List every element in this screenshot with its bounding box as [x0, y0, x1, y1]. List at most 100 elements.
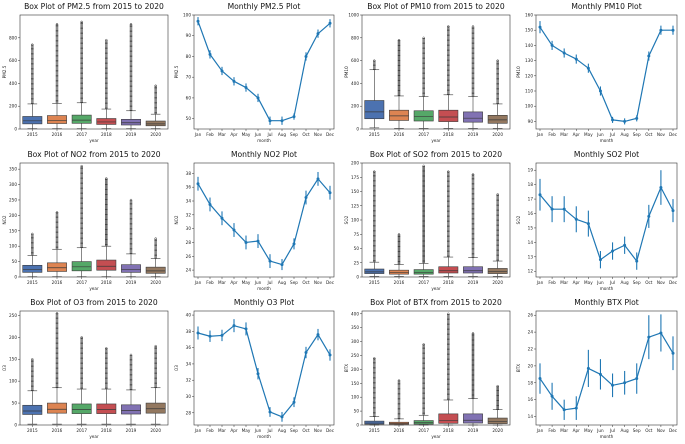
y-axis-label: PM2.5: [174, 65, 179, 78]
data-point-Feb: [550, 43, 554, 47]
y-tick-label: 150: [9, 228, 17, 233]
x-tick-label: Jul: [266, 280, 272, 285]
y-axis-label: SO2: [516, 215, 521, 224]
y-tick-label: 1000: [348, 13, 359, 18]
y-tick-label: 28: [186, 410, 192, 415]
x-tick-label: 2015: [27, 132, 38, 137]
x-tick-label: May: [242, 428, 251, 433]
x-tick-label: Dec: [326, 428, 335, 433]
data-point-Jun: [598, 372, 602, 376]
y-tick-label: 150: [525, 28, 533, 33]
y-tick-label: 200: [9, 213, 17, 218]
x-tick-label: 2018: [101, 280, 112, 285]
x-tick-label: 2018: [443, 428, 454, 433]
x-tick-label: May: [242, 132, 251, 137]
x-tick-label: Jun: [254, 132, 262, 137]
x-tick-label: 2017: [418, 280, 429, 285]
x-tick-label: 2015: [369, 428, 380, 433]
box-2019: [121, 404, 141, 415]
y-axis-label: SO2: [344, 215, 349, 224]
y-tick-label: 100: [9, 379, 17, 384]
x-tick-label: Jun: [254, 428, 262, 433]
data-point-Jan: [196, 19, 200, 23]
y-tick-label: 90: [528, 119, 534, 124]
data-point-Apr: [574, 57, 578, 61]
outlier-max: [80, 20, 83, 23]
data-point-May: [586, 222, 590, 226]
outlier-max: [471, 332, 475, 335]
box-2020: [145, 120, 166, 127]
plot-frame: [535, 162, 678, 278]
series-line: [539, 186, 674, 262]
x-tick-label: Apr: [573, 428, 581, 433]
box-2015: [22, 264, 43, 273]
y-tick-label: 160: [525, 13, 533, 18]
box-2019: [121, 264, 141, 273]
y-tick-label: 200: [351, 161, 359, 166]
data-point-Jun: [598, 89, 602, 93]
data-point-Oct: [304, 196, 308, 200]
box-2019: [463, 111, 483, 123]
series-line: [197, 21, 331, 122]
x-tick-label: 2020: [150, 428, 161, 433]
x-tick-label: Apr: [573, 280, 581, 285]
x-tick-label: Jan: [194, 428, 202, 433]
series-line: [197, 178, 331, 266]
y-tick-label: 50: [186, 116, 192, 121]
x-tick-label: 2017: [76, 132, 87, 137]
x-tick-label: Aug: [621, 132, 630, 137]
no2-monthly-plot: Monthly NO2 Plot 24 26 28 30 32 34 36 38 Jan Feb Ma…: [174, 150, 335, 291]
box-2015: [364, 268, 385, 274]
x-tick-label: 2018: [101, 428, 112, 433]
so2-monthly-plot: Monthly SO2 Plot 12 13 14 15 16 17 18 19 Jan Feb Ma…: [516, 150, 678, 291]
data-point-Mar: [562, 51, 566, 55]
x-tick-label: Nov: [314, 428, 323, 433]
x-tick-label: Feb: [548, 428, 556, 433]
y-tick-label: 0: [14, 423, 17, 428]
y-tick-label: 125: [351, 203, 359, 208]
data-point-Dec: [671, 209, 675, 213]
plot-frame: [361, 310, 511, 426]
data-point-Jun: [256, 372, 260, 376]
data-point-Jul: [611, 383, 615, 387]
data-point-Sep: [292, 400, 296, 404]
y-tick-label: 18: [528, 182, 534, 187]
y-axis-label: BTX: [344, 364, 349, 372]
outlier-max: [447, 25, 450, 28]
data-point-Nov: [659, 331, 663, 335]
y-tick-label: 200: [9, 335, 17, 340]
y-tick-label: 400: [351, 311, 359, 316]
x-tick-label: Nov: [657, 132, 666, 137]
box-2018: [438, 109, 459, 122]
y-tick-label: 175: [351, 175, 359, 180]
y-tick-label: 0: [14, 127, 17, 132]
data-point-Dec: [328, 191, 332, 195]
y-axis-label: O3: [2, 365, 7, 371]
x-tick-label: Mar: [560, 428, 568, 433]
outlier-max: [397, 38, 401, 42]
x-tick-label: Nov: [657, 428, 666, 433]
box-2017: [413, 269, 434, 275]
data-point-May: [244, 86, 248, 90]
data-point-Mar: [220, 216, 224, 220]
data-point-Oct: [304, 351, 308, 355]
data-point-Aug: [623, 381, 627, 385]
so2-box-plot: Box Plot of SO2 from 2015 to 2020 0 25 50 75…: [344, 150, 511, 291]
outlier-max: [80, 336, 83, 339]
outlier-max: [55, 22, 59, 26]
x-tick-label: May: [584, 132, 593, 137]
x-tick-label: 2019: [126, 428, 137, 433]
x-tick-label: 2015: [27, 280, 38, 285]
data-point-Oct: [647, 335, 651, 339]
x-tick-label: 2020: [492, 132, 503, 137]
box-2016: [47, 115, 67, 124]
x-axis-label: year: [431, 434, 441, 439]
box-2019: [463, 266, 483, 274]
y-axis-label: NO2: [174, 215, 179, 224]
data-point-Apr: [574, 217, 578, 221]
x-tick-label: Sep: [633, 280, 641, 285]
x-tick-label: Feb: [548, 280, 556, 285]
outlier-max: [496, 384, 499, 388]
box-2016: [47, 262, 67, 272]
